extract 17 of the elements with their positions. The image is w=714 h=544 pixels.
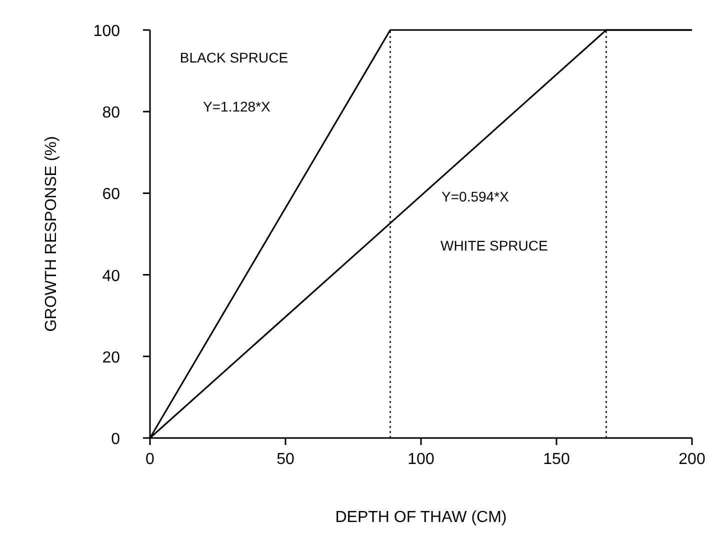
y-tick-label: 60: [102, 186, 120, 204]
x-tick-label: 200: [678, 451, 706, 468]
y-axis-title: GROWTH RESPONSE (%): [43, 136, 60, 332]
x-axis-title: DEPTH OF THAW (CM): [335, 509, 507, 526]
annotation: BLACK SPRUCE: [180, 50, 288, 66]
x-tick-label: 0: [146, 451, 155, 468]
y-tick-label: 80: [102, 104, 120, 122]
y-tick-label: 40: [102, 268, 120, 285]
annotation: Y=0.594*X: [442, 188, 510, 204]
x-tick-label: 100: [408, 451, 434, 468]
x-tick-label: 50: [276, 451, 294, 468]
y-tick-label: 100: [93, 23, 120, 40]
y-tick-label: 20: [102, 349, 120, 366]
y-tick-label: 0: [111, 431, 120, 448]
x-tick-label: 150: [543, 451, 570, 468]
annotation: Y=1.128*X: [203, 98, 272, 115]
annotation: WHITE SPRUCE: [440, 237, 548, 254]
